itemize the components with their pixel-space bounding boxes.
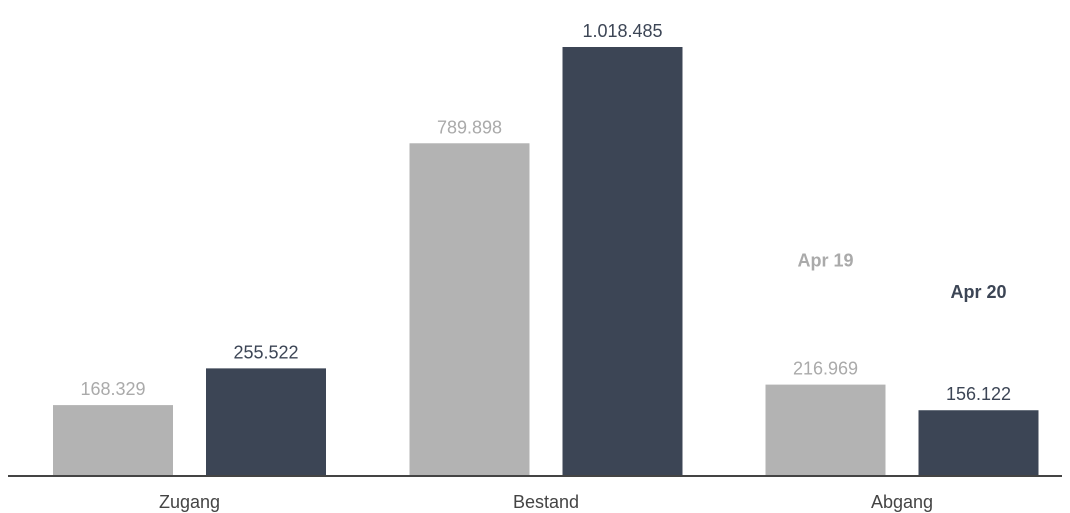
data-label-zugang-series-1: 168.329: [80, 379, 145, 399]
data-label-bestand-series-2: 1.018.485: [582, 21, 662, 41]
legend-label-series-1: Apr 19: [797, 251, 853, 271]
data-label-abgang-series-2: 156.122: [946, 384, 1011, 404]
data-label-abgang-series-1: 216.969: [793, 359, 858, 379]
legend-label-series-2: Apr 20: [950, 282, 1006, 302]
data-label-bestand-series-1: 789.898: [437, 117, 502, 137]
value-labels-layer: 168.329 789.898 216.969 255.522 1.018.485 156…: [80, 21, 1011, 404]
bar-abgang-series-1: [765, 384, 886, 476]
legend: Apr 19 Apr 20: [797, 251, 1006, 303]
data-label-zugang-series-2: 255.522: [233, 342, 298, 362]
bar-zugang-series-2: [206, 368, 326, 476]
category-labels-layer: Zugang Bestand Abgang: [159, 492, 933, 512]
category-label-bestand: Bestand: [513, 492, 579, 512]
bar-abgang-series-2: [918, 410, 1039, 476]
category-label-zugang: Zugang: [159, 492, 220, 512]
bar-bestand-series-2: [562, 47, 683, 476]
bars-layer: [53, 47, 1039, 477]
category-label-abgang: Abgang: [871, 492, 933, 512]
bar-zugang-series-1: [53, 405, 173, 476]
bar-bestand-series-1: [409, 143, 530, 477]
